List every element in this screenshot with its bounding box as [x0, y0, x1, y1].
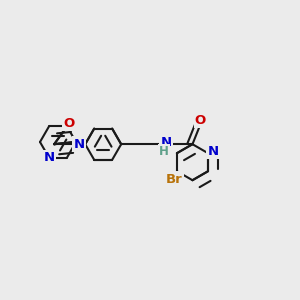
Text: Br: Br	[166, 173, 182, 186]
Text: H: H	[159, 145, 169, 158]
Text: N: N	[44, 151, 55, 164]
Text: O: O	[195, 114, 206, 127]
Text: N: N	[208, 145, 219, 158]
Text: O: O	[63, 117, 75, 130]
Text: N: N	[74, 137, 85, 151]
Text: N: N	[161, 136, 172, 149]
